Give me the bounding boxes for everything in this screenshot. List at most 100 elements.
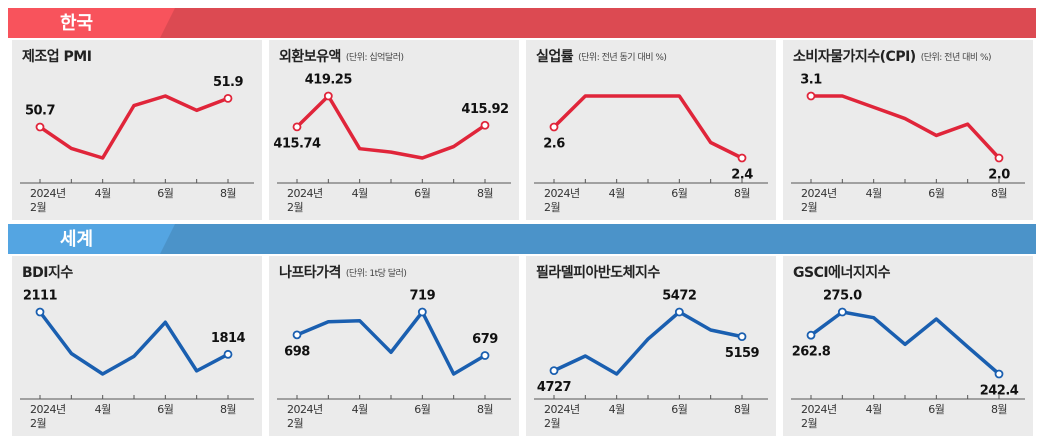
chart-title-text: 필라델피아반도체지수 [536,264,660,281]
x-tick-label: 6월 [157,403,173,416]
x-tick-label: 2024년 2월 [30,403,66,430]
x-tick-label: 4월 [609,187,625,200]
chart-title-text: BDI지수 [22,265,73,281]
chart-subtitle: (단위: 1t당 달러) [346,267,406,279]
x-tick-label: 4월 [866,403,882,416]
data-point [223,93,233,103]
section-title: 세계 [60,229,93,250]
x-tick-label: 2024년 2월 [30,187,66,214]
data-label: 2.6 [543,137,565,152]
section-title: 한국 [60,13,93,34]
data-label: 5472 [662,289,696,304]
x-tick-label: 2024년 2월 [287,403,323,430]
x-tick-label: 4월 [352,403,368,416]
chart-subtitle: (단위: 십억달러) [346,51,404,63]
x-tick-label: 6월 [928,403,944,416]
chart-title-text: 제조업 PMI [22,49,91,65]
data-point [323,91,333,101]
data-label: 415.92 [461,102,508,117]
data-label: 419.25 [305,73,353,88]
x-tick-label: 8월 [477,403,493,416]
x-tick-label: 6월 [157,187,173,200]
data-label: 2111 [23,289,58,304]
chart-title: 소비자물가지수(CPI) (단위: 전년 대비 %) [793,49,991,65]
data-line [811,94,1001,160]
x-tick-label: 4월 [609,403,625,416]
data-point [35,307,45,317]
data-label: 719 [410,289,436,304]
data-point [674,307,684,317]
panel [12,256,262,436]
x-tick-label: 2024년 2월 [544,403,580,430]
data-point [480,120,490,130]
x-tick-label: 6월 [928,187,944,200]
chart-title: 실업률 (단위: 전년 동기 대비 %) [536,48,666,65]
x-tick-label: 8월 [477,187,493,200]
panel [783,40,1033,220]
data-point [549,122,559,132]
x-tick-label: 6월 [414,187,430,200]
section-tab [8,8,175,38]
x-tick-label: 2024년 2월 [544,187,580,214]
x-tick-label: 4월 [95,187,111,200]
data-label: 4727 [537,380,572,395]
data-label: 275.0 [823,289,862,304]
data-point [35,122,45,132]
data-point [292,330,302,340]
panel [783,256,1033,436]
data-label: 698 [284,344,310,359]
chart-title-text: 소비자물가지수(CPI) [793,49,916,65]
data-line [553,310,743,376]
chart-subtitle: (단위: 전년 동기 대비 %) [578,52,666,63]
chart-title: GSCI에너지지수 [793,265,891,281]
data-point [806,330,816,340]
data-line [39,94,229,160]
data-label: 5159 [725,346,760,361]
x-tick-label: 2024년 2월 [801,187,837,214]
data-point [417,307,427,317]
panel [526,40,776,220]
data-label: 415.74 [273,136,321,151]
data-label: 50.7 [25,104,56,119]
x-tick-label: 8월 [734,187,750,200]
x-tick-label: 4월 [866,187,882,200]
chart-title: BDI지수 [22,265,73,281]
chart-title-text: 나프타가격 [279,264,341,281]
chart-title-text: 외환보유액 [279,48,341,65]
panel [526,256,776,436]
chart-title-text: GSCI에너지지수 [793,265,891,281]
section-bar [8,8,1036,38]
x-tick-label: 8월 [991,187,1007,200]
x-tick-label: 8월 [991,403,1007,416]
chart-title: 외환보유액 (단위: 십억달러) [279,48,404,65]
x-tick-label: 6월 [414,403,430,416]
data-label: 1814 [211,331,246,346]
data-line [38,310,229,376]
x-tick-label: 8월 [220,403,236,416]
data-label: 2.0 [988,168,1010,183]
x-tick-label: 2024년 2월 [287,187,323,214]
section-bar [8,224,1036,254]
chart-subtitle: (단위: 전년 대비 %) [921,52,991,63]
x-tick-label: 6월 [671,403,687,416]
panel [12,40,262,220]
data-point [480,351,490,360]
data-point [223,349,233,359]
data-point [806,91,816,101]
x-tick-label: 2024년 2월 [801,403,837,430]
data-label: 679 [472,332,498,347]
chart-title: 제조업 PMI [22,49,91,65]
x-tick-label: 4월 [352,187,368,200]
data-point [837,307,847,317]
data-label: 262.8 [792,345,831,360]
chart-title: 필라델피아반도체지수 [536,264,660,281]
x-tick-label: 4월 [95,403,111,416]
data-line [296,310,486,376]
data-point [994,153,1004,163]
x-tick-label: 8월 [220,187,236,200]
data-point [549,366,559,376]
data-label: 2.4 [731,168,753,183]
chart-title: 나프타가격 (단위: 1t당 달러) [279,264,406,281]
x-tick-label: 8월 [734,403,750,416]
